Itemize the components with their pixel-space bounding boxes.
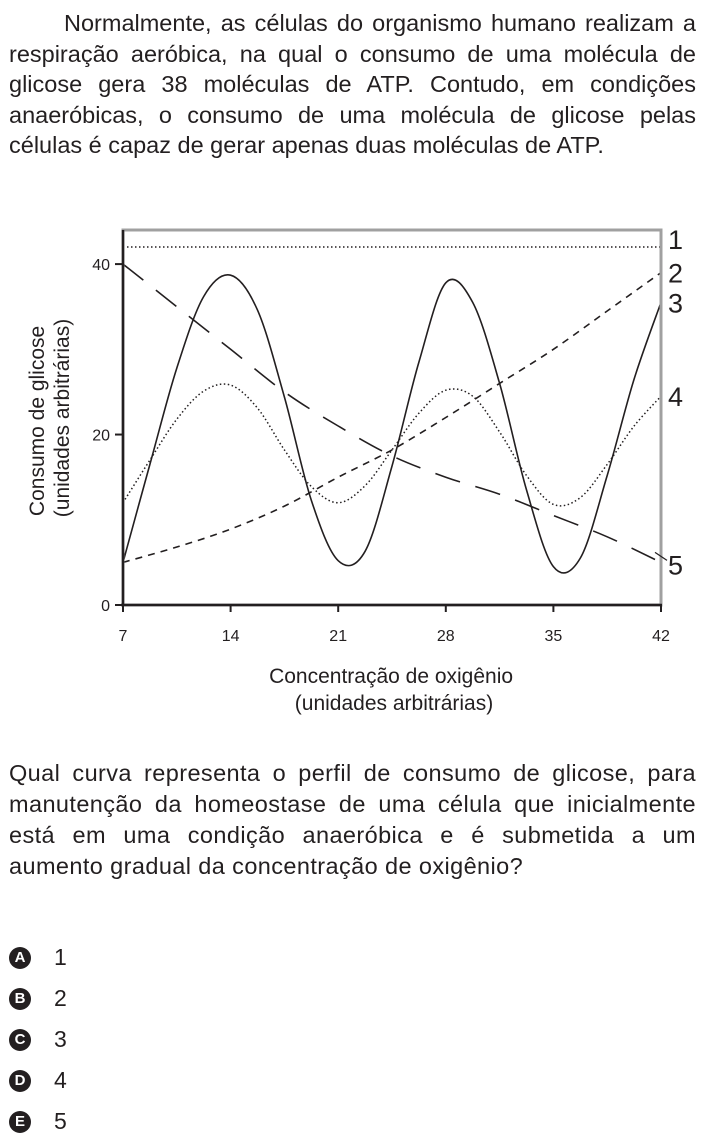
- option-b[interactable]: B 2: [9, 978, 67, 1019]
- option-d[interactable]: D 4: [9, 1060, 67, 1101]
- intro-paragraph: Normalmente, as células do organismo hum…: [9, 10, 696, 158]
- x-tick-label-14: 14: [222, 628, 240, 645]
- curve-3: [122, 274, 662, 574]
- y-tick-label-20: 20: [92, 428, 110, 445]
- x-tick-label-21: 21: [329, 628, 347, 645]
- question-paragraph: Qual curva representa o perfil de consum…: [9, 760, 696, 879]
- curve-4: [122, 383, 662, 507]
- curve-label-4: 4: [668, 382, 683, 412]
- option-e[interactable]: E 5: [9, 1101, 67, 1142]
- y-axis-title-line-2: (unidades arbitrárias): [51, 319, 74, 517]
- option-b-text: 2: [54, 985, 67, 1011]
- answer-options: A 1 B 2 C 3 D 4 E 5: [9, 937, 67, 1142]
- x-tick-label-28: 28: [437, 628, 455, 645]
- ticks-layer: 7 14 21 28 35 42 0 20 40: [92, 257, 670, 645]
- y-tick-label-0: 0: [101, 598, 110, 615]
- curve-label-5-leader: [654, 551, 668, 561]
- curve-label-1: 1: [668, 225, 683, 255]
- option-c-text: 3: [54, 1026, 67, 1052]
- x-axis-title-line-1: Concentração de oxigênio: [269, 665, 513, 688]
- x-axis-title: Concentração de oxigênio (unidades arbit…: [269, 665, 519, 715]
- x-axis-title-line-2: (unidades arbitrárias): [295, 692, 493, 715]
- y-axis-title: Consumo de glicose (unidades arbitrárias…: [26, 319, 74, 517]
- curves-layer: [122, 246, 662, 574]
- curve-label-5: 5: [668, 550, 683, 580]
- curve-label-3: 3: [668, 288, 683, 318]
- curve-label-2: 2: [668, 259, 683, 289]
- curve-5: [122, 263, 662, 564]
- option-e-text: 5: [54, 1108, 67, 1134]
- option-c-badge: C: [9, 1028, 31, 1051]
- x-tick-label-35: 35: [545, 628, 563, 645]
- option-b-badge: B: [9, 987, 31, 1010]
- curve-2: [122, 271, 662, 564]
- y-axis-title-line-1: Consumo de glicose: [26, 326, 49, 516]
- plot-frame: [121, 228, 663, 607]
- option-a[interactable]: A 1: [9, 937, 67, 978]
- option-a-text: 1: [54, 944, 67, 970]
- option-a-badge: A: [9, 946, 31, 969]
- y-tick-label-40: 40: [92, 257, 110, 274]
- option-e-badge: E: [9, 1110, 31, 1133]
- option-d-badge: D: [9, 1069, 31, 1092]
- x-tick-label-7: 7: [119, 628, 128, 645]
- x-tick-label-42: 42: [652, 628, 670, 645]
- option-c[interactable]: C 3: [9, 1019, 67, 1060]
- option-d-text: 4: [54, 1067, 67, 1093]
